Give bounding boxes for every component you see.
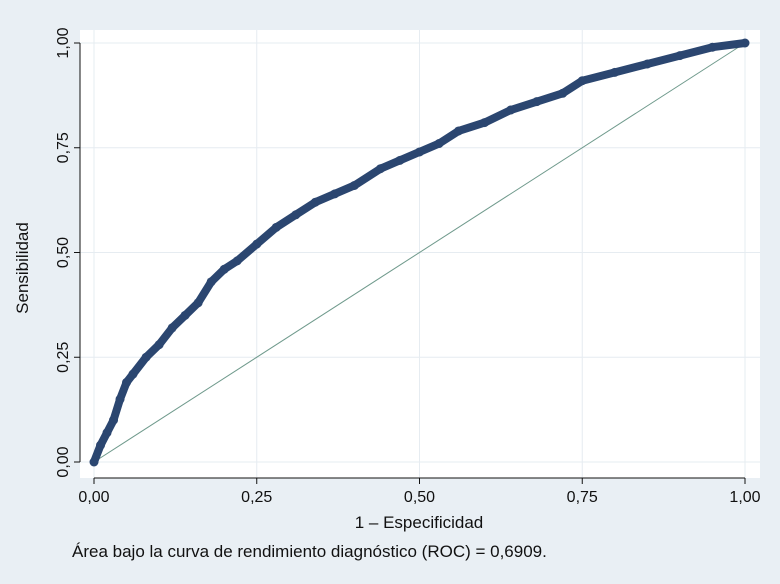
y-ticks: 0,00 0,25 0,50 0,75 1,00 — [55, 27, 80, 478]
roc-point — [271, 222, 281, 232]
roc-point — [109, 415, 119, 425]
roc-point — [610, 67, 620, 77]
roc-point — [480, 118, 490, 128]
roc-point — [219, 264, 229, 274]
roc-point — [506, 105, 516, 115]
roc-point — [532, 97, 542, 107]
x-tick-label: 0,75 — [567, 489, 598, 506]
roc-curve-group — [89, 38, 750, 467]
roc-point — [252, 239, 262, 249]
roc-point — [102, 428, 112, 438]
roc-point — [375, 164, 385, 174]
roc-point — [154, 340, 164, 350]
x-tick-label: 0,25 — [241, 489, 272, 506]
y-tick-label: 1,00 — [55, 27, 72, 58]
roc-point — [128, 369, 138, 379]
roc-point — [167, 323, 177, 333]
roc-point — [395, 155, 405, 165]
x-ticks: 0,00 0,25 0,50 0,75 1,00 — [78, 478, 761, 506]
y-tick-label: 0,50 — [55, 237, 72, 268]
reference-line-group — [93, 42, 746, 463]
roc-point — [193, 298, 203, 308]
roc-point — [740, 38, 750, 48]
y-tick-label: 0,00 — [55, 446, 72, 477]
x-axis-title: 1 – Especificidad — [355, 513, 484, 532]
roc-point — [675, 51, 685, 61]
roc-point — [141, 352, 151, 362]
roc-point — [291, 210, 301, 220]
x-tick-label: 1,00 — [729, 489, 760, 506]
roc-point — [96, 440, 106, 450]
roc-point — [558, 88, 568, 98]
roc-point — [434, 139, 444, 149]
y-axis-title: Sensibilidad — [13, 222, 32, 314]
roc-point — [206, 277, 216, 287]
roc-point — [330, 189, 340, 199]
roc-point — [454, 126, 464, 136]
roc-point — [642, 59, 652, 69]
roc-point — [115, 394, 125, 404]
x-tick-label: 0,50 — [404, 489, 435, 506]
auc-note: Área bajo la curva de rendimiento diagnó… — [72, 542, 547, 561]
y-tick-label: 0,75 — [55, 132, 72, 163]
roc-point — [122, 377, 132, 387]
roc-point — [577, 76, 587, 86]
roc-point — [89, 457, 99, 467]
y-tick-label: 0,25 — [55, 342, 72, 373]
roc-point — [349, 180, 359, 190]
roc-point — [180, 310, 190, 320]
roc-point — [707, 42, 717, 52]
x-tick-label: 0,00 — [78, 489, 109, 506]
roc-point — [232, 256, 242, 266]
grid-lines — [80, 30, 760, 478]
reference-line — [93, 42, 746, 463]
roc-point — [310, 197, 320, 207]
roc-point — [415, 147, 424, 157]
